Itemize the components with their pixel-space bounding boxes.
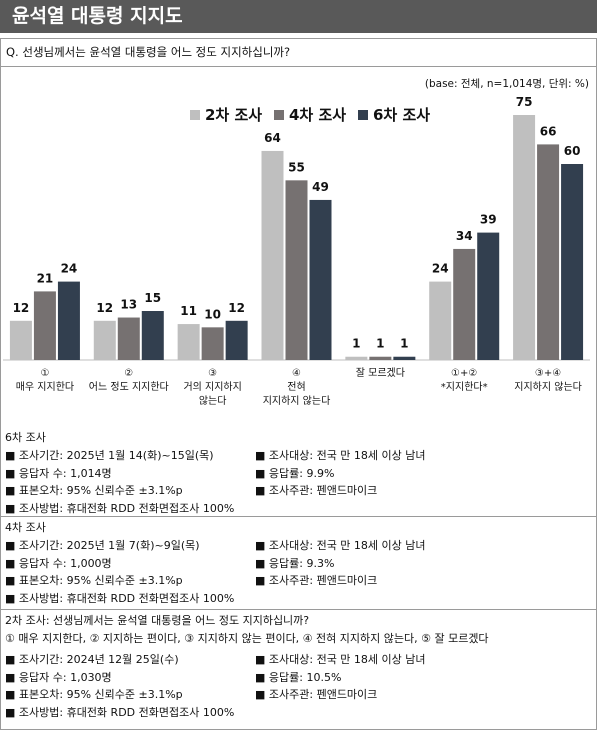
survey-item: 조사주관: 펜앤드마이크 [255, 482, 575, 500]
bar [57, 281, 80, 360]
bar [477, 232, 500, 360]
value-label: 13 [120, 298, 137, 312]
survey-item: 조사기간: 2025년 1월 7(화)~9일(목) [5, 537, 255, 555]
bar [33, 291, 56, 360]
legend-label: 6차 조사 [373, 106, 430, 124]
title-bar: 윤석열 대통령 지지도 [0, 0, 597, 33]
survey-item: 조사방법: 휴대전화 RDD 전화면접조사 100% [5, 500, 575, 518]
survey-item: 조사기간: 2025년 1월 14(화)~15일(목) [5, 447, 255, 465]
value-label: 55 [288, 160, 305, 174]
x-tick-label: ③+④ 지지하지 않는다 [514, 368, 582, 393]
legend-swatch [274, 110, 284, 120]
survey-item: 응답자 수: 1,014명 [5, 465, 255, 483]
legend-label: 2차 조사 [205, 106, 262, 124]
survey-title: 2차 조사: 선생님께서는 윤석열 대통령을 어느 정도 지지하십니까? [5, 614, 310, 627]
survey-title: 6차 조사 [5, 431, 46, 444]
value-label: 39 [480, 213, 497, 227]
bar [309, 199, 332, 360]
survey-item: 조사주관: 펜앤드마이크 [255, 686, 575, 704]
survey-item: 응답자 수: 1,030명 [5, 669, 255, 687]
survey-title: 4차 조사 [5, 521, 46, 534]
bar [9, 320, 32, 360]
x-tick-label: ④ 전혀 지지하지 않는다 [262, 368, 331, 407]
survey: 2차 조사: 선생님께서는 윤석열 대통령을 어느 정도 지지하십니까? ① 매우… [5, 612, 590, 721]
survey-item: 응답률: 9.3% [255, 555, 575, 573]
divider [1, 516, 596, 517]
x-tick-label: ①+② *지지한다* [440, 368, 488, 393]
value-label: 12 [13, 301, 30, 315]
bar [285, 180, 308, 360]
value-label: 49 [312, 180, 329, 194]
bar [393, 356, 416, 360]
bar [345, 356, 368, 360]
question: Q. 선생님께서는 윤석열 대통령을 어느 정도 지지하십니까? [6, 45, 291, 59]
value-label: 12 [96, 301, 113, 315]
bar [537, 144, 560, 360]
value-label: 1 [352, 337, 360, 351]
survey-item: 응답자 수: 1,000명 [5, 555, 255, 573]
survey-item: 조사대상: 전국 만 18세 이상 남녀 [255, 651, 575, 669]
value-label: 1 [376, 337, 384, 351]
survey: 6차 조사조사기간: 2025년 1월 14(화)~15일(목)조사대상: 전국… [5, 429, 590, 517]
bar [93, 320, 116, 360]
survey: 4차 조사조사기간: 2025년 1월 7(화)~9일(목)조사대상: 전국 만… [5, 519, 590, 607]
value-label: 34 [456, 229, 473, 243]
bar [429, 281, 452, 360]
survey-item: 조사기간: 2024년 12월 25일(수) [5, 651, 255, 669]
bar [453, 248, 476, 360]
bar [225, 320, 248, 360]
value-label: 75 [516, 95, 533, 109]
value-label: 10 [204, 307, 221, 321]
value-label: 1 [400, 337, 408, 351]
survey-item: 조사주관: 펜앤드마이크 [255, 572, 575, 590]
value-label: 12 [228, 301, 245, 315]
bar [177, 324, 200, 360]
x-tick-label: ② 어느 정도 지지한다 [88, 368, 169, 393]
survey-item: 조사대상: 전국 만 18세 이상 남녀 [255, 447, 575, 465]
legend-swatch [190, 110, 200, 120]
legend-swatch [358, 110, 368, 120]
value-label: 21 [37, 271, 54, 285]
survey-item: 표본오차: 95% 신뢰수준 ±3.1%p [5, 572, 255, 590]
value-label: 15 [144, 291, 161, 305]
survey-item: 표본오차: 95% 신뢰수준 ±3.1%p [5, 482, 255, 500]
value-label: 66 [540, 124, 557, 138]
x-tick-label: ③ 거의 지지하지 않는다 [183, 368, 242, 407]
value-label: 60 [564, 144, 581, 158]
survey-items: 조사기간: 2025년 1월 14(화)~15일(목)조사대상: 전국 만 18… [5, 447, 590, 517]
bar [561, 164, 584, 360]
survey-item: 조사방법: 휴대전화 RDD 전화면접조사 100% [5, 590, 575, 608]
bar [513, 115, 536, 360]
value-label: 11 [180, 304, 197, 318]
legend-label: 4차 조사 [289, 106, 346, 124]
divider [1, 66, 596, 67]
survey-items: 조사기간: 2024년 12월 25일(수)조사대상: 전국 만 18세 이상 … [5, 651, 590, 721]
x-tick-label: ① 매우 지지한다 [15, 368, 75, 393]
bar [261, 150, 284, 360]
divider [1, 609, 596, 610]
survey-item: 표본오차: 95% 신뢰수준 ±3.1%p [5, 686, 255, 704]
survey-item: 조사방법: 휴대전화 RDD 전화면접조사 100% [5, 704, 575, 722]
value-label: 64 [264, 131, 281, 145]
value-label: 24 [61, 262, 78, 276]
x-tick-label: 잘 모르겠다 [355, 368, 405, 379]
bar [201, 327, 224, 360]
survey-items: 조사기간: 2025년 1월 7(화)~9일(목)조사대상: 전국 만 18세 … [5, 537, 590, 607]
survey-subtitle: ① 매우 지지한다, ② 지지하는 편이다, ③ 지지하지 않는 편이다, ④ … [5, 632, 489, 645]
survey-item: 응답률: 9.9% [255, 465, 575, 483]
bar [117, 317, 140, 360]
survey-item: 조사대상: 전국 만 18세 이상 남녀 [255, 537, 575, 555]
bar [369, 356, 392, 360]
bar [141, 311, 164, 360]
survey-item: 응답률: 10.5% [255, 669, 575, 687]
value-label: 24 [432, 262, 449, 276]
base-note: (base: 전체, n=1,014명, 단위: %) [424, 78, 589, 90]
